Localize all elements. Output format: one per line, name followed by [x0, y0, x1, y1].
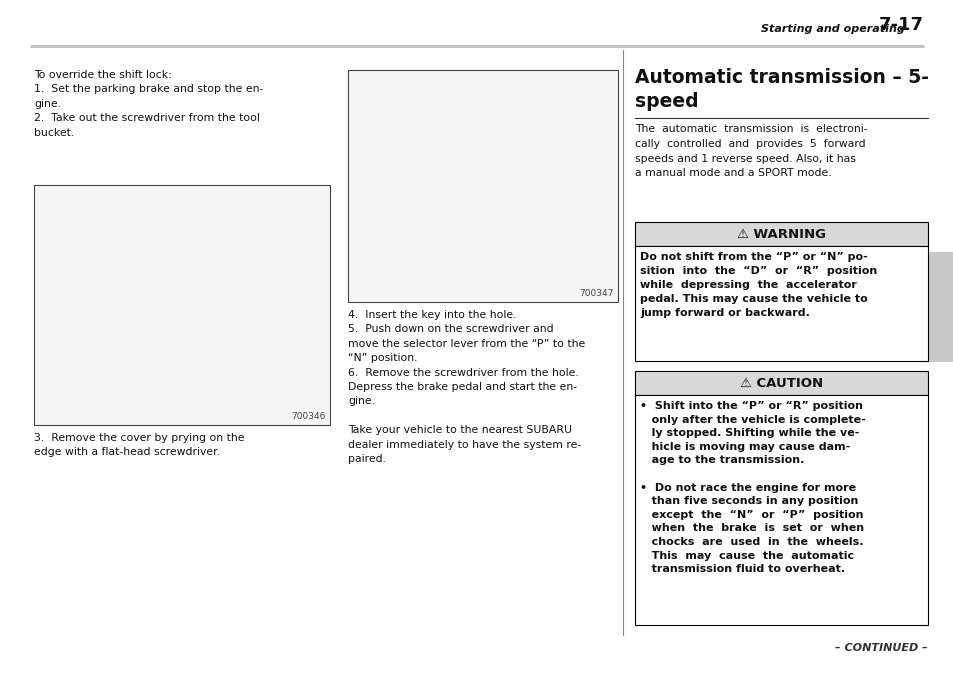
Text: 7-17: 7-17	[878, 16, 923, 34]
Bar	[635, 246, 927, 361]
Text: ⚠ WARNING: ⚠ WARNING	[737, 228, 825, 241]
Text: 4.  Insert the key into the hole.
5.  Push down on the screwdriver and
move the : 4. Insert the key into the hole. 5. Push…	[348, 310, 584, 464]
Bar	[635, 371, 927, 395]
Bar	[348, 70, 618, 302]
Text: Do not shift from the “P” or “N” po-
sition  into  the  “D”  or  “R”  position
w: Do not shift from the “P” or “N” po- sit…	[639, 252, 877, 318]
Text: 3.  Remove the cover by prying on the
edge with a flat-head screwdriver.: 3. Remove the cover by prying on the edg…	[34, 433, 244, 458]
Text: 700346: 700346	[292, 412, 326, 421]
Text: ⚠ CAUTION: ⚠ CAUTION	[740, 377, 822, 390]
Text: 700347: 700347	[579, 289, 614, 298]
Bar	[635, 395, 927, 625]
Bar	[34, 185, 330, 425]
Text: speed: speed	[635, 92, 698, 111]
Text: •  Shift into the “P” or “R” position
   only after the vehicle is complete-
   : • Shift into the “P” or “R” position onl…	[639, 401, 864, 574]
Bar	[926, 252, 953, 362]
Text: Automatic transmission – 5-: Automatic transmission – 5-	[635, 68, 928, 87]
Text: – CONTINUED –: – CONTINUED –	[835, 643, 927, 653]
Bar	[635, 222, 927, 246]
Text: To override the shift lock:
1.  Set the parking brake and stop the en-
gine.
2. : To override the shift lock: 1. Set the p…	[34, 70, 263, 137]
Text: Starting and operating: Starting and operating	[760, 24, 904, 34]
Text: The  automatic  transmission  is  electroni-
cally  controlled  and  provides  5: The automatic transmission is electroni-…	[635, 124, 866, 179]
